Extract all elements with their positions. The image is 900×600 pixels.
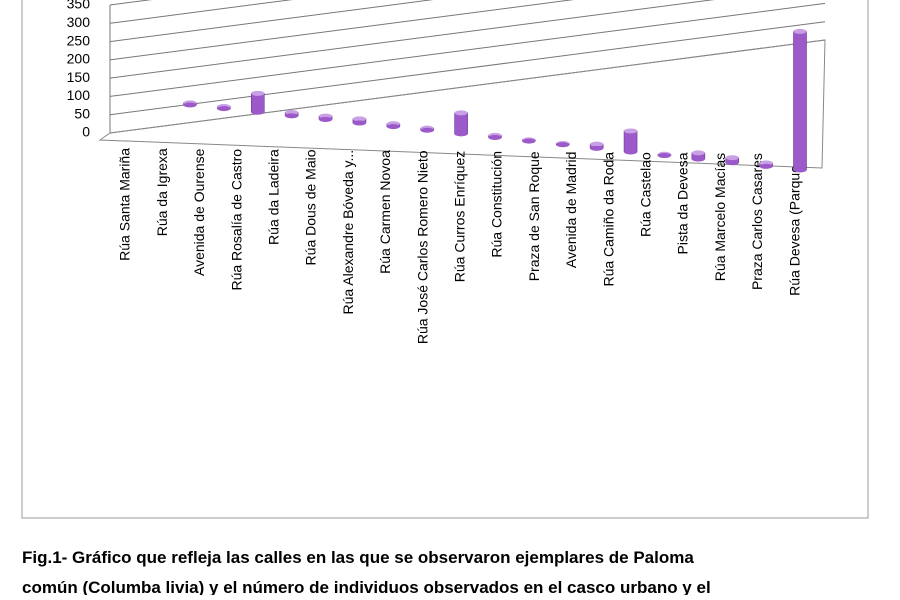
- y-tick-label: 50: [74, 105, 90, 121]
- x-tick-label: Rúa Santa Mariña: [117, 148, 133, 261]
- bar-foot: [420, 127, 434, 133]
- bar-foot: [522, 138, 536, 144]
- x-tick-label: Rúa Carmen Novoa: [377, 150, 393, 274]
- x-tick-label: Rúa da Ladeira: [266, 149, 282, 245]
- x-tick-label: Rúa Alexandre Bóveda y...: [340, 150, 356, 315]
- x-tick-label: Rúa Constitución: [489, 151, 505, 258]
- y-tick-label: 350: [67, 0, 91, 12]
- x-tick-label: Rúa Rosalía de Castro: [228, 149, 244, 291]
- bar-foot: [285, 113, 299, 119]
- bar: [454, 112, 468, 135]
- y-tick-label: 300: [67, 14, 91, 30]
- x-tick-label: Praza Carlos Casares: [749, 153, 765, 290]
- bar-cap: [352, 116, 366, 122]
- grid-line: [109, 0, 575, 61]
- bar: [623, 130, 638, 153]
- bar-cap: [624, 128, 638, 134]
- grid-line: [109, 0, 293, 24]
- grid-line: [109, 2, 826, 97]
- bar-foot: [183, 102, 197, 108]
- bar-foot: [624, 149, 638, 155]
- bar-foot: [657, 153, 671, 159]
- bar-foot: [251, 109, 265, 115]
- grid-line: [109, 0, 715, 79]
- x-tick-label: Rúa Camiño da Roda: [600, 152, 616, 287]
- x-tick-label: Rúa José Carlos Romero Nieto: [414, 150, 430, 344]
- chart-frame: [21, 0, 869, 519]
- bar-foot: [488, 135, 502, 140]
- bar-cap: [590, 141, 604, 147]
- bar-foot: [759, 163, 773, 169]
- y-tick-label: 150: [67, 69, 91, 85]
- bar-foot: [793, 167, 807, 173]
- bar-foot: [556, 142, 570, 148]
- y-tick-label: 250: [67, 32, 91, 48]
- bar-cap: [251, 90, 265, 96]
- bar-foot: [319, 116, 333, 122]
- bar-foot: [590, 145, 604, 151]
- bar-foot: [217, 106, 231, 112]
- bar-foot: [352, 120, 366, 126]
- caption-line: Fig.1- Gráfico que refleja las calles en…: [22, 548, 694, 567]
- y-tick-label: 200: [67, 51, 91, 67]
- bar: [250, 93, 265, 113]
- bar-cap: [793, 28, 807, 34]
- grid-line: [109, 21, 826, 116]
- floor: [98, 39, 826, 169]
- bar-cap: [691, 150, 705, 156]
- y-tick-label: 100: [67, 87, 91, 103]
- x-tick-label: Praza de San Roque: [526, 151, 542, 281]
- grid-line: [109, 0, 153, 6]
- y-tick-label: 0: [82, 124, 90, 140]
- bar-foot: [454, 131, 468, 137]
- bar-cap: [725, 155, 739, 161]
- x-tick-label: Avenida de Madrid: [563, 152, 579, 268]
- x-tick-label: Rúa da Igrexa: [154, 148, 170, 236]
- x-tick-label: Pista da Devesa: [675, 152, 691, 254]
- x-tick-label: Rúa Curros Enríquez: [452, 151, 468, 283]
- x-tick-label: Rúa Castelao: [638, 152, 654, 237]
- bar-foot: [386, 124, 400, 130]
- x-tick-label: Rúa Marcelo Macías: [712, 153, 728, 281]
- bar-cap: [454, 110, 468, 116]
- caption-line: común (Columba livia) y el número de ind…: [22, 578, 711, 595]
- x-tick-label: Rúa Dous de Maio: [303, 149, 319, 265]
- bar-foot: [725, 160, 739, 166]
- bar-foot: [691, 156, 705, 162]
- x-tick-label: Avenida de Ourense: [191, 148, 207, 276]
- bar: [793, 31, 807, 171]
- grid-line: [109, 0, 434, 43]
- x-tick-label: Rúa Devesa (Parque...: [786, 153, 802, 295]
